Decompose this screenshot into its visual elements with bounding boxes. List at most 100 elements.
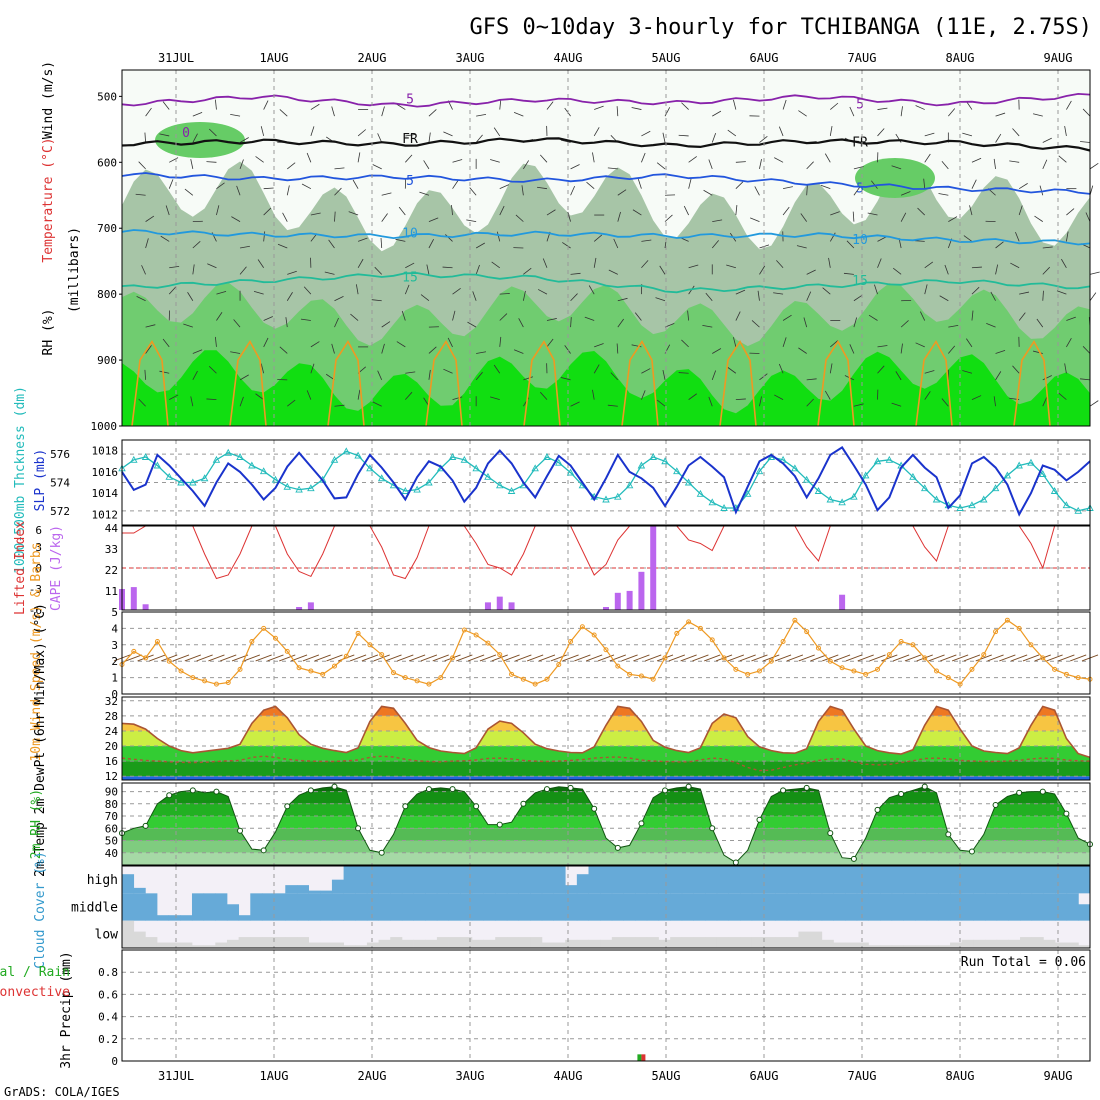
wind10m-barb bbox=[892, 654, 910, 662]
wind-barb bbox=[917, 207, 926, 216]
wind-barb bbox=[948, 345, 956, 354]
wind-barb bbox=[443, 131, 453, 137]
cloud-bar bbox=[436, 893, 449, 921]
wind10m-barb bbox=[621, 654, 638, 662]
wind-barb bbox=[877, 258, 882, 268]
wind-barb bbox=[357, 237, 368, 242]
cloud-bar bbox=[471, 866, 484, 894]
cloud-bar bbox=[821, 866, 834, 894]
wind-barb bbox=[570, 317, 572, 328]
cloud-bar bbox=[191, 945, 205, 948]
wind10m-point bbox=[615, 663, 621, 669]
wind10m-barb bbox=[774, 654, 792, 662]
cloud-bar bbox=[401, 939, 414, 948]
wind-barb bbox=[334, 211, 336, 222]
cape-bar bbox=[296, 607, 303, 610]
wind-barb bbox=[1018, 312, 1026, 321]
wind-barb bbox=[231, 216, 241, 222]
slp-tick: 1012 bbox=[92, 508, 119, 521]
wind-barb bbox=[782, 186, 793, 190]
wind10m-point bbox=[379, 652, 385, 658]
wind10m-barb bbox=[550, 654, 567, 662]
cloud-bar bbox=[320, 890, 333, 894]
wind-barb bbox=[499, 313, 508, 321]
wind-barb bbox=[1042, 375, 1052, 381]
wind10m-point bbox=[154, 639, 160, 645]
cloud-bar bbox=[576, 874, 589, 894]
wind10m-barb bbox=[467, 654, 485, 662]
cloud-bar bbox=[506, 893, 519, 921]
wind-barb bbox=[735, 181, 744, 189]
contour-label: 15 bbox=[402, 271, 418, 286]
ylabel-temperature-2m: 2m Temp 2m DewPt (6hr Min/Max) (°C) bbox=[33, 603, 48, 877]
cloud-bar bbox=[122, 874, 135, 894]
wind-barb bbox=[405, 391, 413, 400]
wind10m-point bbox=[662, 655, 668, 661]
wind-barb bbox=[216, 182, 225, 189]
wind10m-point bbox=[851, 668, 857, 674]
cloud-bar bbox=[250, 937, 263, 948]
wind-barb bbox=[515, 214, 524, 222]
wind10m-tick: 3 bbox=[111, 639, 118, 652]
wind-barb bbox=[396, 103, 406, 110]
wind10m-point bbox=[650, 676, 656, 682]
wind10m-point bbox=[520, 676, 526, 682]
wind-barb bbox=[334, 187, 342, 196]
cloud-bar bbox=[810, 931, 823, 948]
wind-barb bbox=[159, 370, 170, 374]
wind-barb bbox=[995, 112, 1006, 117]
cloud-bar bbox=[845, 942, 858, 948]
wind-barb bbox=[594, 105, 604, 110]
cape-bar bbox=[484, 602, 491, 610]
wind-barb bbox=[735, 161, 746, 163]
cloud-bar bbox=[168, 915, 181, 921]
wind-barb bbox=[915, 342, 925, 348]
date-label-top: 4AUG bbox=[554, 51, 583, 65]
wind-barb bbox=[239, 159, 244, 170]
wind10m-point bbox=[768, 658, 774, 664]
cloud-bar bbox=[495, 893, 508, 921]
cloud-bar bbox=[985, 893, 998, 921]
wind10m-barb bbox=[881, 654, 898, 662]
cloud-bar bbox=[588, 893, 601, 921]
wind-barb bbox=[542, 258, 548, 268]
cloud-bar bbox=[576, 893, 589, 921]
cloud-bar bbox=[320, 942, 333, 948]
wind-barb bbox=[419, 191, 430, 196]
contour-label: FR bbox=[852, 136, 868, 151]
wind-barb bbox=[348, 211, 359, 216]
cloud-bar bbox=[903, 945, 916, 948]
cloud-bar bbox=[926, 945, 939, 948]
wind-barb bbox=[328, 239, 335, 249]
cloud-bar bbox=[588, 939, 601, 948]
cloud-bar bbox=[261, 937, 275, 948]
wind-barb bbox=[678, 372, 689, 374]
precip-frame bbox=[121, 949, 1091, 1062]
cloud-bar bbox=[553, 942, 566, 948]
thickness-point bbox=[625, 481, 634, 489]
wind10m-barb bbox=[161, 654, 178, 662]
thickness-point bbox=[956, 504, 964, 511]
wind10m-barb bbox=[408, 654, 426, 662]
rh2m-point bbox=[756, 816, 763, 823]
wind-barb bbox=[829, 232, 836, 242]
cloud-frame bbox=[121, 865, 1091, 949]
ylabel-temperature: Temperature (°C) bbox=[41, 137, 56, 262]
cloud-bar bbox=[868, 945, 881, 948]
temp-band bbox=[122, 761, 1090, 777]
wind-barb bbox=[1089, 292, 1097, 301]
cloud-bar bbox=[355, 945, 368, 948]
wind-barb bbox=[877, 107, 888, 110]
thickness-tick: 576 bbox=[50, 448, 70, 461]
cloud-bar bbox=[518, 937, 531, 948]
wind-barb bbox=[688, 156, 697, 163]
cloud-bar bbox=[1043, 939, 1056, 948]
wind-barb bbox=[853, 403, 864, 407]
wind-barb bbox=[377, 370, 383, 381]
wind10m-point bbox=[225, 680, 231, 686]
temperature-contour bbox=[327, 340, 365, 427]
wind-barb bbox=[560, 139, 571, 143]
wind10m-barb bbox=[208, 654, 225, 662]
cloud-bar bbox=[436, 937, 449, 948]
lifted-index-line bbox=[122, 525, 1090, 580]
